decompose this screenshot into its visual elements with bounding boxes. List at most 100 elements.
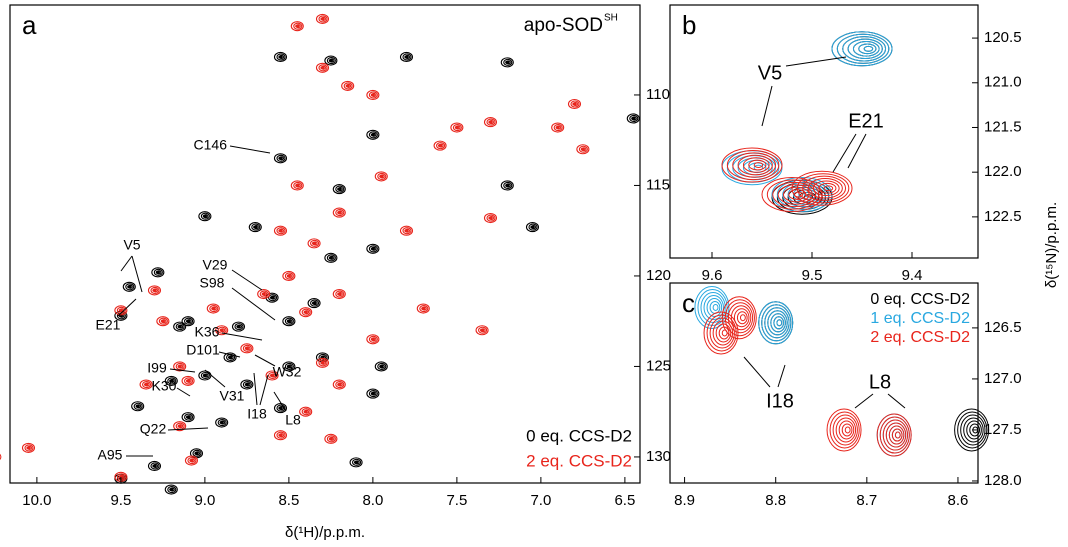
- contour-core: [286, 364, 291, 369]
- contour: [733, 308, 750, 328]
- peak: [826, 408, 862, 452]
- panel-label: b: [682, 10, 696, 40]
- contour: [742, 157, 770, 173]
- panel-label: a: [22, 10, 37, 40]
- peak: [315, 13, 330, 24]
- contour: [712, 303, 719, 311]
- contour: [293, 181, 303, 189]
- contour-core: [189, 458, 194, 463]
- contour: [823, 185, 834, 192]
- contour: [954, 408, 990, 452]
- contour: [486, 214, 496, 222]
- contour-core: [278, 55, 283, 59]
- contour: [882, 419, 909, 451]
- peak: [122, 281, 136, 292]
- peak: [307, 298, 321, 309]
- contour-core: [530, 225, 535, 229]
- contour-core: [505, 183, 510, 188]
- contour: [835, 417, 857, 443]
- contour: [727, 302, 754, 334]
- contour-core: [143, 382, 149, 387]
- x-tick-label: 8.0: [362, 492, 383, 509]
- contour: [122, 281, 136, 292]
- peak: [450, 122, 464, 133]
- contour: [838, 420, 855, 440]
- contour-core: [177, 424, 182, 428]
- contour: [399, 51, 414, 62]
- contour: [366, 243, 380, 254]
- contour: [273, 51, 288, 62]
- y-tick-label: 127.0: [984, 370, 1022, 387]
- peak-label: I18: [766, 390, 794, 412]
- contour: [761, 177, 823, 213]
- chart-title: apo-SOD: [524, 15, 603, 36]
- contour: [553, 123, 563, 132]
- peak: [151, 267, 165, 278]
- contour: [697, 288, 728, 326]
- peak-pointer: [169, 368, 196, 373]
- contour: [343, 82, 353, 90]
- contour: [858, 43, 877, 55]
- contour-core: [379, 364, 384, 369]
- contour: [184, 413, 194, 421]
- peak: [721, 147, 783, 183]
- contour-core: [152, 288, 157, 292]
- contour: [844, 426, 851, 434]
- peak: [324, 55, 338, 66]
- legend-entry: 2 eq. CCS-D2: [870, 329, 970, 346]
- peak: [231, 321, 246, 332]
- peak: [273, 153, 288, 164]
- contour: [377, 172, 387, 180]
- peak: [567, 98, 582, 110]
- peak: [147, 285, 162, 296]
- peak: [366, 388, 380, 399]
- contour-core: [295, 24, 300, 28]
- peak: [290, 21, 304, 32]
- contour-core: [631, 116, 636, 121]
- contour: [150, 286, 160, 294]
- contour: [326, 254, 336, 262]
- contour: [332, 207, 346, 218]
- contour: [888, 425, 905, 445]
- contour: [307, 298, 321, 309]
- contour: [879, 416, 910, 454]
- contour-core: [127, 285, 132, 289]
- contour-core: [219, 420, 224, 425]
- contour-core: [185, 415, 191, 419]
- peak: [551, 122, 565, 133]
- contour: [173, 361, 187, 372]
- contour: [374, 361, 388, 372]
- peak: [206, 303, 220, 314]
- contour: [528, 223, 538, 231]
- contour: [812, 180, 840, 197]
- contour: [318, 64, 328, 72]
- contour: [503, 181, 513, 189]
- contour: [158, 317, 168, 325]
- x-tick-label: 8.8: [765, 492, 786, 509]
- contour-core: [421, 306, 426, 311]
- contour-core: [454, 125, 459, 130]
- peak: [290, 180, 304, 191]
- contour: [703, 311, 739, 355]
- contour-core: [337, 382, 342, 387]
- peak: [307, 238, 321, 249]
- peak: [366, 89, 380, 101]
- contour-core: [202, 214, 207, 218]
- contour: [852, 41, 880, 57]
- peak-pointer: [887, 393, 906, 409]
- contour: [301, 308, 311, 316]
- contour: [315, 62, 330, 73]
- peak-pointer: [847, 133, 867, 169]
- contour: [876, 413, 912, 457]
- peak: [315, 357, 330, 368]
- contour: [175, 323, 185, 331]
- x-tick-label: 8.9: [674, 492, 695, 509]
- contour: [761, 304, 792, 342]
- contour-core: [261, 292, 266, 296]
- peak: [366, 334, 380, 345]
- y-tick-label: 125: [646, 357, 671, 374]
- peak-label: V5: [123, 237, 140, 253]
- contour: [842, 36, 887, 62]
- y-axis-label: δ(¹⁵N)/p.p.m.: [1043, 202, 1060, 288]
